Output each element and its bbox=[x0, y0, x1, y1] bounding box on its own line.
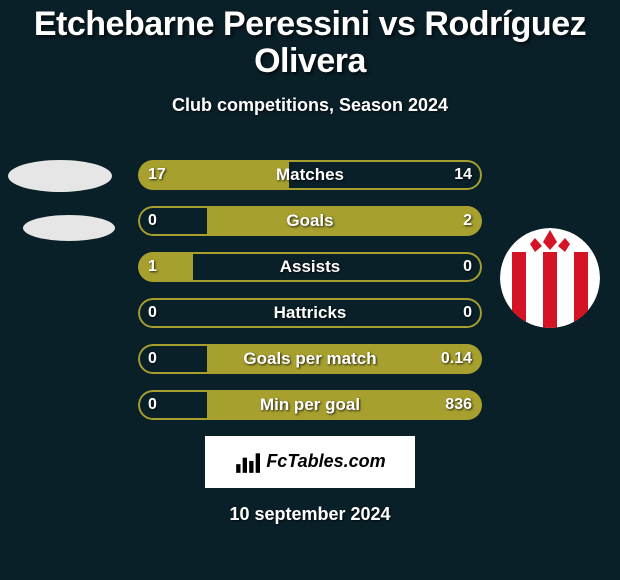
watermark: FcTables.com bbox=[205, 436, 415, 488]
subtitle: Club competitions, Season 2024 bbox=[0, 95, 620, 116]
stat-row: Goals per match00.14 bbox=[138, 344, 482, 374]
player-right-crest bbox=[500, 228, 600, 328]
stat-row: Hattricks0 0 bbox=[138, 298, 482, 328]
stat-row: Goals02 bbox=[138, 206, 482, 236]
stat-fill-right bbox=[207, 390, 482, 420]
stat-label: Hattricks bbox=[138, 298, 482, 328]
stat-value-left: 0 bbox=[148, 298, 157, 328]
page-title: Etchebarne Peressini vs Rodríguez Oliver… bbox=[0, 6, 620, 81]
stat-row: Min per goal0836 bbox=[138, 390, 482, 420]
stat-fill-left bbox=[138, 252, 193, 282]
bars-icon bbox=[234, 449, 260, 475]
stat-fill-right bbox=[207, 206, 482, 236]
footer-date: 10 september 2024 bbox=[0, 504, 620, 525]
stat-outline bbox=[138, 298, 482, 328]
stat-row: Matches1714 bbox=[138, 160, 482, 190]
stat-value-left: 0 bbox=[148, 206, 157, 236]
stats-area: Matches1714Goals02Assists10Hattricks00Go… bbox=[0, 160, 620, 420]
stat-fill-left bbox=[138, 160, 289, 190]
stat-value-left: 0 bbox=[148, 390, 157, 420]
watermark-label: FcTables.com bbox=[266, 451, 385, 472]
player-left-badge-placeholder-1 bbox=[8, 160, 112, 192]
stat-fill-right bbox=[207, 344, 482, 374]
comparison-infographic: Etchebarne Peressini vs Rodríguez Oliver… bbox=[0, 0, 620, 580]
stat-row: Assists10 bbox=[138, 252, 482, 282]
player-left-badge-placeholder-2 bbox=[23, 215, 115, 241]
stat-value-right: 14 bbox=[454, 160, 472, 190]
crest-icon bbox=[500, 228, 600, 328]
stat-value-right: 0 bbox=[463, 298, 472, 328]
stat-value-left: 0 bbox=[148, 344, 157, 374]
stat-bars: Matches1714Goals02Assists10Hattricks00Go… bbox=[138, 160, 482, 420]
stat-value-right: 0 bbox=[463, 252, 472, 282]
